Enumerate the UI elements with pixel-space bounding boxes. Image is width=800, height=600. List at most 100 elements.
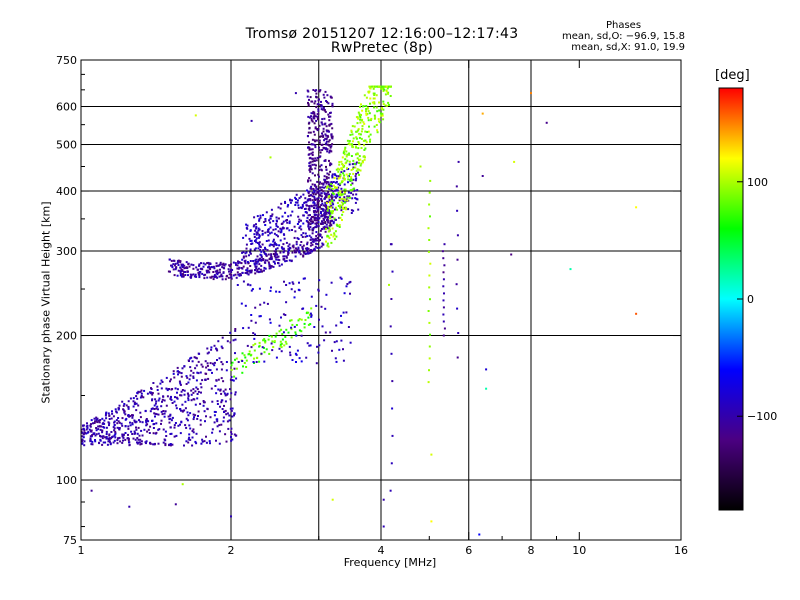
data-point xyxy=(249,251,252,254)
data-point xyxy=(350,131,353,133)
data-point xyxy=(218,357,221,360)
data-point xyxy=(311,238,314,241)
data-point xyxy=(310,152,313,155)
data-point xyxy=(116,422,119,425)
data-point xyxy=(338,175,340,178)
data-point xyxy=(285,328,288,331)
data-point xyxy=(128,443,131,446)
data-point xyxy=(326,201,329,203)
data-point xyxy=(316,188,319,191)
data-point xyxy=(184,424,187,427)
data-point xyxy=(334,187,337,189)
data-point xyxy=(315,185,318,188)
data-point xyxy=(324,185,327,188)
data-point xyxy=(322,217,325,220)
data-point xyxy=(325,148,327,151)
data-point xyxy=(457,160,460,163)
data-point xyxy=(167,415,170,418)
data-point xyxy=(255,265,258,268)
data-point xyxy=(133,420,136,423)
data-point xyxy=(123,403,126,405)
data-point xyxy=(481,112,484,115)
data-point xyxy=(324,142,327,145)
data-point xyxy=(349,133,352,136)
data-point xyxy=(213,361,216,364)
data-point xyxy=(288,259,291,262)
data-point xyxy=(221,347,224,350)
data-point xyxy=(139,396,142,399)
data-point xyxy=(324,197,327,199)
data-point xyxy=(327,183,330,186)
data-point xyxy=(263,269,265,272)
data-point xyxy=(298,227,301,229)
data-point xyxy=(253,357,255,360)
data-point xyxy=(314,167,317,170)
data-point xyxy=(323,139,326,142)
data-point xyxy=(329,223,332,225)
data-point xyxy=(325,204,328,207)
data-point xyxy=(335,180,338,183)
data-point xyxy=(133,419,136,422)
data-point xyxy=(199,419,202,422)
data-point xyxy=(169,397,172,400)
data-point xyxy=(281,338,284,341)
data-point xyxy=(201,438,204,441)
data-point xyxy=(89,439,92,442)
data-point xyxy=(249,271,252,274)
data-point xyxy=(358,133,361,136)
data-point xyxy=(235,367,238,370)
data-point xyxy=(344,146,347,149)
data-point xyxy=(229,407,232,410)
data-point xyxy=(304,207,307,210)
data-point xyxy=(298,357,301,360)
data-point xyxy=(147,428,150,431)
data-point xyxy=(223,404,225,407)
data-point xyxy=(354,179,357,182)
data-point xyxy=(235,263,237,266)
data-point xyxy=(287,215,290,218)
data-point xyxy=(105,430,108,433)
data-point xyxy=(326,94,329,97)
data-point xyxy=(240,262,243,265)
data-point xyxy=(314,146,317,149)
data-point xyxy=(335,168,338,171)
data-point xyxy=(266,249,269,252)
data-point xyxy=(355,172,358,175)
data-point xyxy=(208,271,211,274)
data-point xyxy=(310,315,313,318)
data-point xyxy=(315,106,318,109)
data-point xyxy=(283,237,286,240)
data-point xyxy=(244,272,247,274)
data-point xyxy=(334,206,337,209)
data-point xyxy=(275,224,278,227)
data-point xyxy=(155,422,158,425)
data-point xyxy=(312,110,315,113)
data-point xyxy=(331,137,334,140)
data-point xyxy=(318,246,321,249)
data-point xyxy=(209,416,212,419)
data-point xyxy=(318,217,321,220)
data-point xyxy=(144,409,147,412)
data-point xyxy=(267,228,270,231)
data-point xyxy=(246,272,249,275)
data-point xyxy=(175,407,178,410)
data-point xyxy=(257,236,260,239)
data-point xyxy=(197,415,199,417)
data-point xyxy=(275,290,278,293)
data-point xyxy=(236,267,239,270)
data-point xyxy=(83,440,86,443)
data-point xyxy=(177,264,180,266)
data-point xyxy=(294,230,297,233)
data-point xyxy=(303,326,306,329)
data-point xyxy=(153,404,156,407)
data-point xyxy=(311,183,314,186)
data-point xyxy=(93,422,96,424)
data-point xyxy=(294,251,296,254)
data-point xyxy=(331,174,334,177)
data-point xyxy=(365,113,368,116)
data-point xyxy=(83,428,85,431)
data-point xyxy=(319,186,322,189)
data-point xyxy=(221,278,224,281)
data-point xyxy=(278,259,281,262)
data-point xyxy=(348,163,351,166)
